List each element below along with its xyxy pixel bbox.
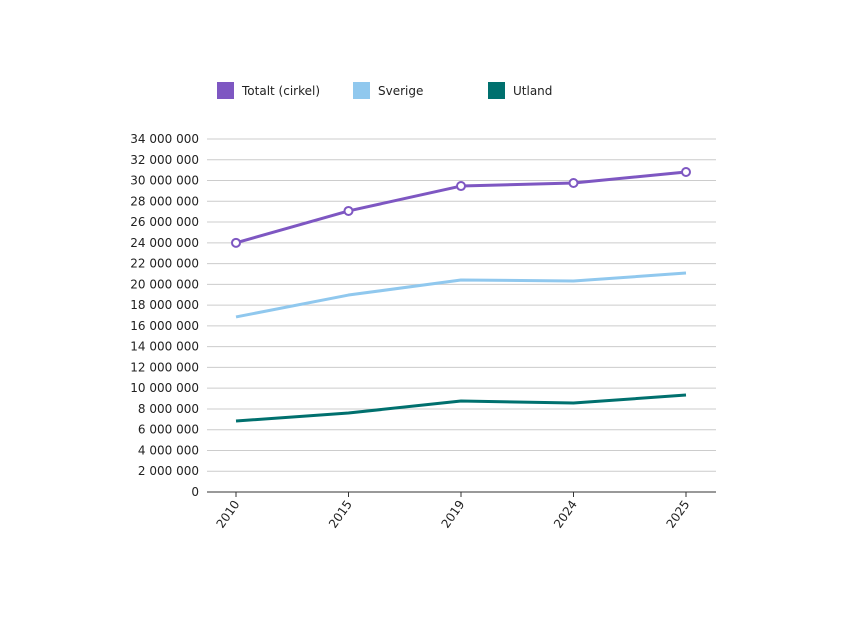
legend-swatch xyxy=(217,82,234,99)
data-point xyxy=(456,181,466,192)
series-line-utland xyxy=(235,393,687,423)
y-tick-label: 22 000 000 xyxy=(130,257,199,271)
y-tick-label: 32 000 000 xyxy=(130,153,199,167)
y-tick-label: 2 000 000 xyxy=(138,464,199,478)
y-tick-label: 4 000 000 xyxy=(138,443,199,457)
y-tick-label: 18 000 000 xyxy=(130,298,199,312)
data-point xyxy=(343,205,354,216)
y-tick-label: 20 000 000 xyxy=(130,277,199,291)
data-point xyxy=(681,167,691,178)
legend-item: Sverige xyxy=(353,82,423,99)
legend-item: Utland xyxy=(488,82,552,99)
legend-label: Totalt (cirkel) xyxy=(241,84,320,98)
legend-swatch xyxy=(488,82,505,99)
legend-item: Totalt (cirkel) xyxy=(217,82,320,99)
legend-swatch xyxy=(353,82,370,99)
y-tick-label: 12 000 000 xyxy=(130,360,199,374)
legend-label: Utland xyxy=(513,84,552,98)
y-tick-label: 34 000 000 xyxy=(130,132,199,146)
data-point xyxy=(231,237,241,248)
y-tick-label: 26 000 000 xyxy=(130,215,199,229)
legend-label: Sverige xyxy=(378,84,423,98)
y-tick-label: 6 000 000 xyxy=(138,423,199,437)
y-tick-label: 30 000 000 xyxy=(130,174,199,188)
y-tick-label: 0 xyxy=(191,485,199,499)
y-tick-label: 14 000 000 xyxy=(130,340,199,354)
y-tick-label: 24 000 000 xyxy=(130,236,199,250)
x-tick-label: 2024 xyxy=(551,498,580,531)
y-tick-label: 28 000 000 xyxy=(130,194,199,208)
y-tick-label: 16 000 000 xyxy=(130,319,199,333)
y-tick-label: 8 000 000 xyxy=(138,402,199,416)
x-tick-label: 2019 xyxy=(438,498,467,531)
x-tick-label: 2015 xyxy=(326,498,355,531)
data-point xyxy=(568,178,579,189)
y-tick-label: 10 000 000 xyxy=(130,381,199,395)
x-tick-label: 2010 xyxy=(213,498,242,531)
x-tick-label: 2025 xyxy=(663,498,692,531)
series-line-sverige xyxy=(235,271,687,319)
